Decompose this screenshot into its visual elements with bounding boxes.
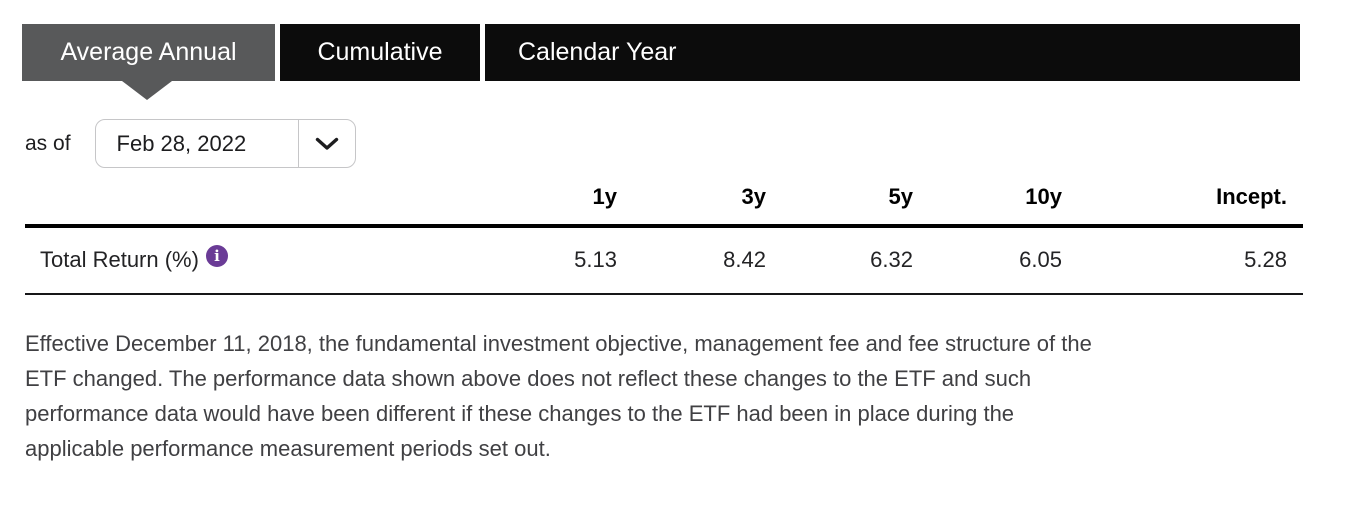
footnote-line: applicable performance measurement perio… [25, 436, 551, 461]
as-of-date-dropdown[interactable]: Feb 28, 2022 [94, 119, 356, 168]
value-5y: 6.32 [870, 247, 913, 272]
column-header-5y: 5y [888, 184, 913, 209]
footnote-line: performance data would have been differe… [25, 401, 1015, 426]
tab-cumulative-label: Cumulative [317, 38, 443, 66]
footnote-line: Effective December 11, 2018, the fundame… [25, 331, 1092, 356]
value-10y: 6.05 [1019, 247, 1062, 272]
performance-table: 1y 3y 5y 10y Incept. Total Return (%) i … [25, 184, 1303, 295]
column-header-1y: 1y [592, 184, 617, 209]
as-of-label: as of [25, 131, 71, 155]
info-icon[interactable]: i [205, 245, 228, 267]
value-1y: 5.13 [574, 247, 617, 272]
value-incept: 5.28 [1244, 247, 1287, 272]
tab-cumulative[interactable]: Cumulative [280, 24, 480, 81]
tab-calendar-year[interactable]: Calendar Year [485, 24, 1300, 81]
as-of-row: as of Feb 28, 2022 [25, 119, 356, 168]
active-tab-pointer [122, 81, 172, 100]
dropdown-divider [297, 120, 299, 167]
column-header-3y: 3y [741, 184, 766, 209]
table-row: Total Return (%) i 5.13 8.42 6.32 6.05 5… [25, 228, 1303, 295]
tab-calendar-year-label: Calendar Year [518, 38, 677, 66]
as-of-date-value: Feb 28, 2022 [116, 130, 247, 156]
value-3y: 8.42 [723, 247, 766, 272]
performance-tabs: Average Annual Cumulative Calendar Year [22, 24, 1300, 81]
row-label-cell: Total Return (%) i [25, 245, 469, 273]
chevron-down-icon [299, 120, 355, 167]
total-return-label: Total Return (%) [40, 247, 199, 272]
column-header-incept: Incept. [1216, 184, 1287, 209]
footnote-line: ETF changed. The performance data shown … [25, 366, 1032, 391]
disclosure-footnote: Effective December 11, 2018, the fundame… [25, 326, 1325, 466]
tab-average-annual-label: Average Annual [60, 38, 237, 66]
tab-average-annual[interactable]: Average Annual [22, 24, 275, 81]
table-header-row: 1y 3y 5y 10y Incept. [25, 184, 1303, 228]
column-header-10y: 10y [1025, 184, 1062, 209]
